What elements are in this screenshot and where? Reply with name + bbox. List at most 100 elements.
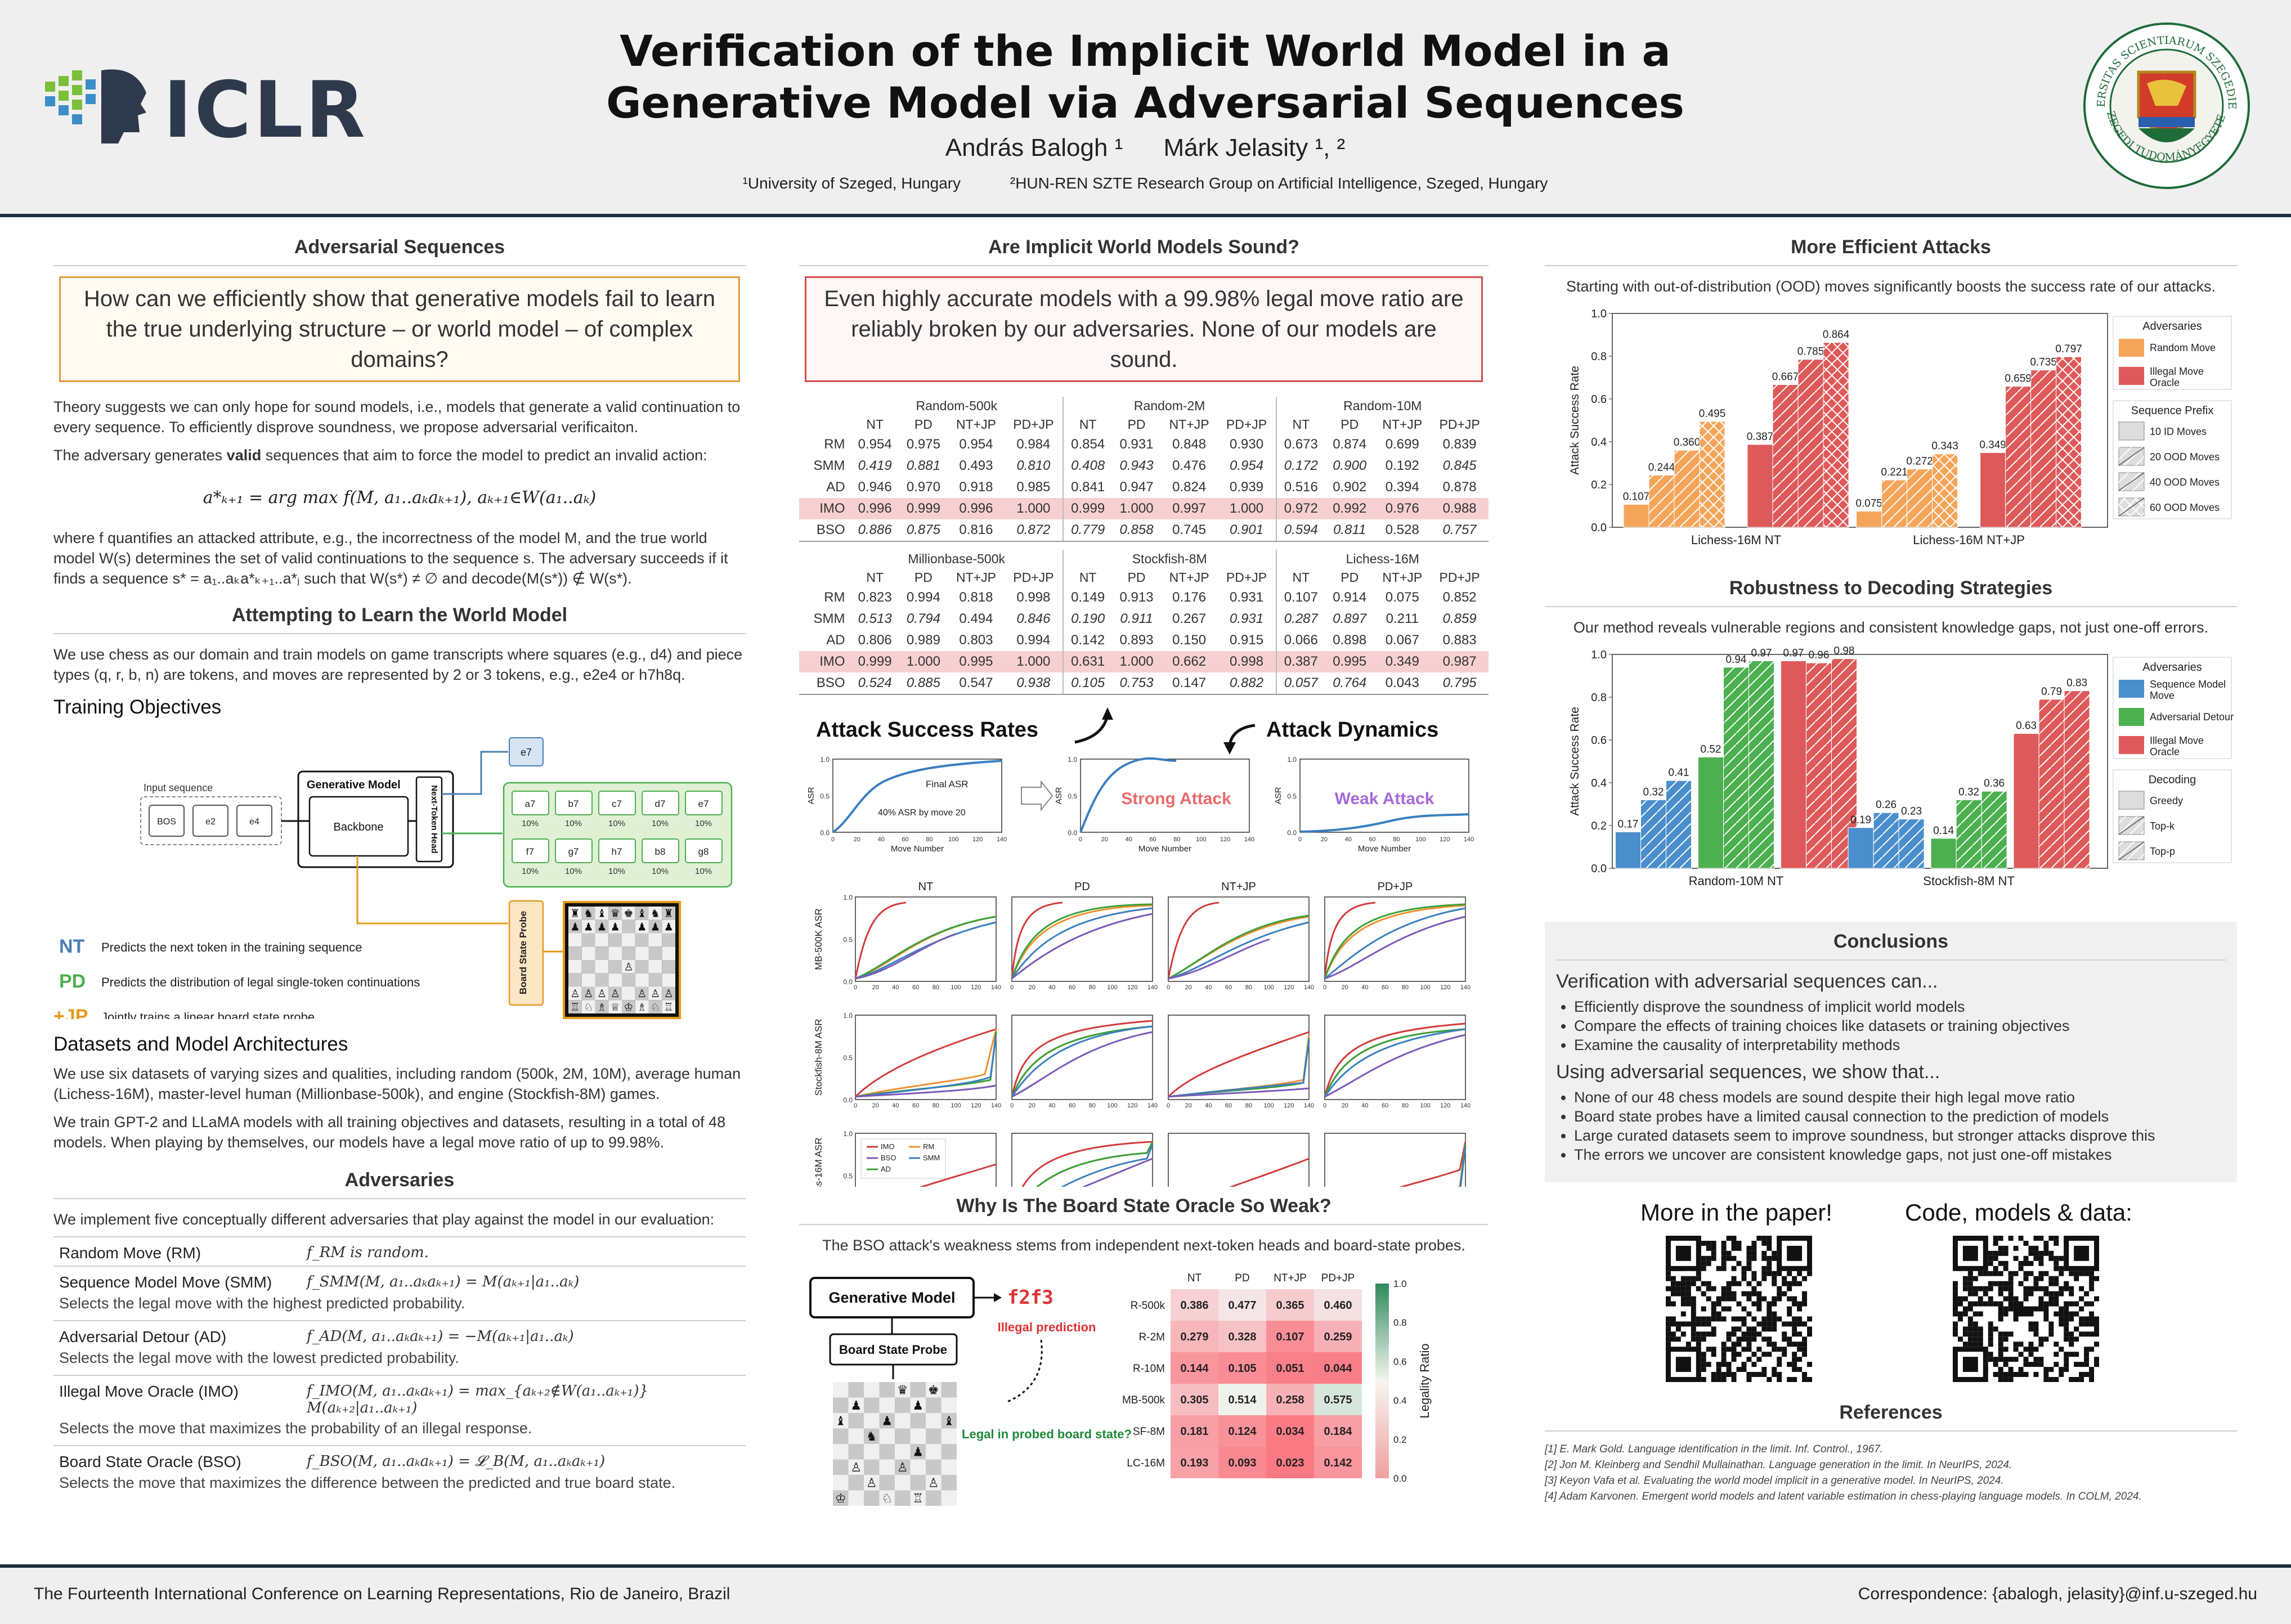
table-cell: 0.394 xyxy=(1385,479,1419,495)
pd-token-prob: 10% xyxy=(608,867,625,876)
bar-value-label: 0.387 xyxy=(1747,431,1774,443)
bar-value-label: 0.96 xyxy=(1809,649,1830,661)
svg-text:100: 100 xyxy=(1196,836,1206,843)
heatmap-cell xyxy=(1314,1289,1362,1321)
svg-text:40: 40 xyxy=(1361,1102,1368,1109)
y-axis-label: Attack Success Rate xyxy=(1568,707,1581,816)
asr-curve-imo xyxy=(1324,901,1376,979)
pd-token-label: e7 xyxy=(698,798,709,809)
table-cell: 0.795 xyxy=(1431,672,1489,695)
table-cell: 0.911 xyxy=(1120,611,1153,626)
table-cell: 0.914 xyxy=(1333,590,1367,605)
bar-hatch xyxy=(1806,663,1832,868)
y-tick-label: 1.0 xyxy=(1591,308,1607,320)
table-cell: 0.913 xyxy=(1119,590,1154,605)
legend-entry: Illegal Move xyxy=(2150,735,2204,746)
table-cell: 0.848 xyxy=(1172,437,1207,452)
table-cell: 0.476 xyxy=(1172,458,1207,473)
bar-hatch xyxy=(2056,357,2082,527)
svg-text:100: 100 xyxy=(1415,836,1425,843)
legend-title: Adversaries xyxy=(2142,320,2202,333)
adv-paragraph-1: Theory suggests we can only hope for sou… xyxy=(53,398,741,436)
pd-token-prob: 10% xyxy=(522,867,539,876)
datasets-heading: Datasets and Model Architectures xyxy=(53,1033,348,1055)
svg-text:20: 20 xyxy=(854,836,860,843)
table-cell: 0.996 xyxy=(948,498,1005,519)
svg-text:0: 0 xyxy=(1323,1102,1326,1109)
pd-token xyxy=(512,791,549,815)
asr-curve-smm xyxy=(1168,1040,1310,1098)
qr-code-paper[interactable] xyxy=(1666,1236,1812,1382)
grid-chart-frame xyxy=(1324,1133,1466,1218)
adversary-description: Selects the legal move with the lowest p… xyxy=(59,1349,459,1366)
table-cell: 0.419 xyxy=(858,458,892,473)
legend-entry: Adversarial Detour xyxy=(2150,711,2234,723)
legend-jp-text: Jointly trains a linear board state prob… xyxy=(101,1010,315,1019)
bar-value-label: 0.19 xyxy=(1850,814,1871,826)
table-cell: 0.998 xyxy=(1217,651,1276,672)
table-col-header: PD xyxy=(1340,570,1359,585)
table-cell: 0.946 xyxy=(858,479,892,495)
pd-token-label: a7 xyxy=(525,798,536,809)
table-row: IMO 0.996 0.999 0.996 1.000 0.999 1.000 0.997 1.… xyxy=(799,498,1489,519)
adversary-formula: f_RM is random. xyxy=(301,1236,746,1266)
svg-text:0: 0 xyxy=(1079,836,1082,843)
svg-text:0.0: 0.0 xyxy=(1287,829,1297,837)
final-asr-annotation: Final ASR xyxy=(926,779,969,789)
category-label: Lichess-16M NT+JP xyxy=(1913,533,2025,547)
bar xyxy=(1747,444,1773,528)
table-cell: 0.881 xyxy=(906,458,940,473)
table-cell: 0.954 xyxy=(1230,458,1264,473)
svg-text:0: 0 xyxy=(1298,836,1302,843)
qr-code-repo[interactable] xyxy=(1953,1236,2099,1382)
y-tick-label: 0.6 xyxy=(1591,734,1607,747)
svg-text:0: 0 xyxy=(1010,1102,1014,1109)
heatmap-cell xyxy=(1266,1384,1314,1415)
grid-legend-entry: RM xyxy=(923,1142,934,1151)
iclr-logo-icon xyxy=(45,69,146,143)
heatmap-cell xyxy=(1218,1352,1266,1384)
bar-hatch xyxy=(1907,469,1933,527)
chess-piece: ♗ xyxy=(597,1001,607,1013)
legend-nt-abbr: NT xyxy=(59,936,85,957)
legend-entry: 20 OOD Moves xyxy=(2150,451,2220,463)
table-cell: 0.900 xyxy=(1333,458,1367,473)
grid-legend-entry: SMM xyxy=(923,1154,940,1162)
svg-text:140: 140 xyxy=(1147,984,1158,991)
bar-value-label: 0.107 xyxy=(1623,491,1650,503)
svg-text:20: 20 xyxy=(1342,984,1348,991)
table-cell: 0.839 xyxy=(1442,437,1477,452)
svg-text:80: 80 xyxy=(1173,836,1180,843)
row-label: RM xyxy=(824,590,845,605)
table-cell: 0.999 xyxy=(899,498,948,519)
heatmap-cell xyxy=(1314,1321,1362,1352)
chess-piece: ♖ xyxy=(664,1001,674,1013)
svg-text:100: 100 xyxy=(948,836,958,843)
legend-pd-text: Predicts the distribution of legal singl… xyxy=(101,975,420,989)
grid-col-title: PD xyxy=(1074,881,1090,893)
pd-token xyxy=(555,791,593,815)
asr-curve-imo xyxy=(1167,901,1220,979)
table-cell: 0.893 xyxy=(1119,632,1154,648)
chess-piece: ♘ xyxy=(584,1001,593,1013)
section-title-bso: Why Is The Board State Oracle So Weak? xyxy=(799,1195,1489,1225)
table-cell: 0.147 xyxy=(1160,672,1218,695)
y-tick-label: 0.0 xyxy=(1591,522,1607,534)
legend-entry: Oracle xyxy=(2150,377,2180,388)
heatmap-row-label: LC-16M xyxy=(1127,1457,1165,1469)
author-2: Márk Jelasity ¹, ² xyxy=(1163,134,1346,161)
table-cell: 0.349 xyxy=(1374,651,1431,672)
table-cell: 0.764 xyxy=(1325,672,1374,695)
table-cell: 0.524 xyxy=(850,672,899,695)
list-item: None of our 48 chess models are sound de… xyxy=(1574,1088,2226,1107)
list-item: Board state probes have a limited causal… xyxy=(1574,1107,2226,1126)
table-cell: 0.943 xyxy=(1119,458,1154,473)
table-cell: 0.841 xyxy=(1062,477,1113,498)
chess-piece: ♟ xyxy=(664,921,674,933)
heatmap-cell xyxy=(1314,1415,1362,1447)
heatmap-cell-value: 0.142 xyxy=(1324,1457,1352,1469)
adversaries-table: Random Move (RM) f_RM is random. Sequence… xyxy=(53,1236,746,1500)
adversary-formula: f_SMM(M, a₁..aₖaₖ₊₁) = M(aₖ₊₁|a₁..aₖ) xyxy=(301,1266,746,1295)
asr-curve-smm xyxy=(1324,1028,1466,1097)
correspondence-email[interactable]: Correspondence: {abalogh, jelasity}@inf.… xyxy=(1858,1585,2257,1603)
